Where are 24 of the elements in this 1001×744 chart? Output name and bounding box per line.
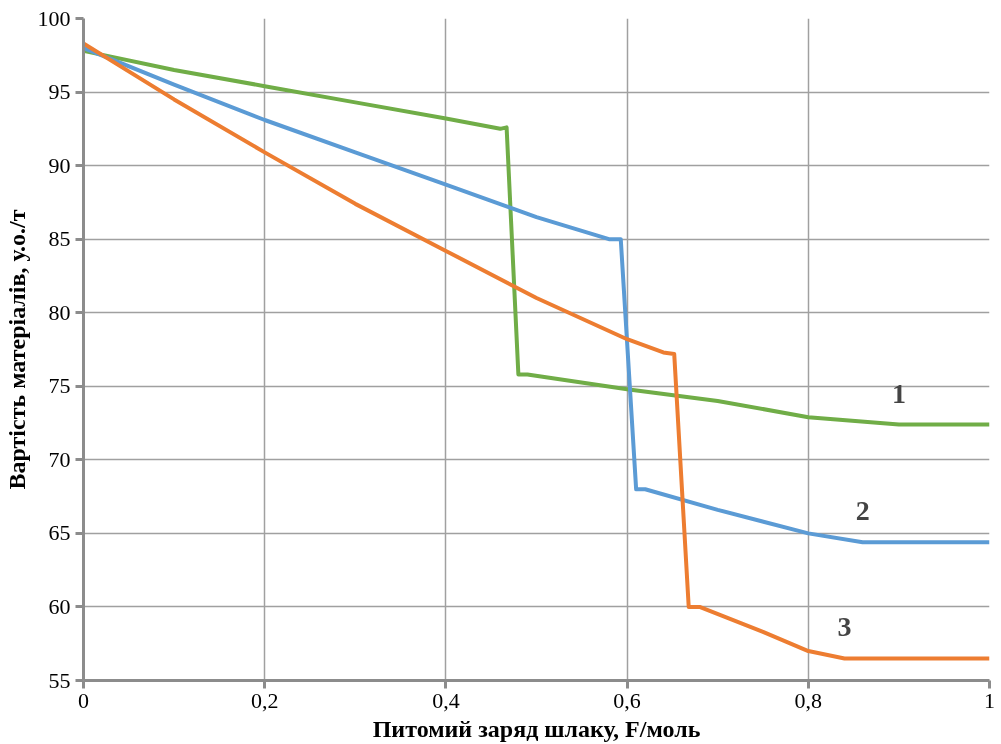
y-axis-title: Вартість матеріалів, у.о./т bbox=[3, 209, 30, 490]
y-tick-label: 80 bbox=[48, 299, 71, 325]
x-tick-label: 0,6 bbox=[613, 687, 641, 713]
x-tick-label: 0,2 bbox=[250, 687, 279, 713]
y-tick-label: 100 bbox=[37, 5, 71, 31]
series-label: 2 bbox=[855, 495, 870, 527]
y-tick-label: 55 bbox=[48, 667, 71, 693]
y-tick-label: 60 bbox=[48, 593, 71, 619]
series-label: 3 bbox=[837, 611, 852, 643]
y-tick-label: 95 bbox=[48, 79, 71, 105]
y-tick-label: 85 bbox=[48, 226, 71, 252]
series-label: 1 bbox=[891, 377, 906, 409]
y-tick-label: 75 bbox=[48, 373, 71, 399]
x-tick-label: 1 bbox=[984, 687, 995, 713]
x-axis-title: Питомий заряд шлаку, F/моль bbox=[372, 715, 701, 742]
y-tick-label: 70 bbox=[48, 446, 71, 472]
x-tick-label: 0,8 bbox=[794, 687, 823, 713]
line-series bbox=[83, 45, 990, 545]
y-tick-label: 65 bbox=[48, 520, 71, 546]
line-series bbox=[83, 41, 990, 661]
x-tick-label: 0 bbox=[78, 687, 89, 713]
line-series bbox=[83, 48, 990, 427]
x-tick-label: 0,4 bbox=[432, 687, 460, 713]
y-tick-label: 90 bbox=[48, 152, 71, 178]
